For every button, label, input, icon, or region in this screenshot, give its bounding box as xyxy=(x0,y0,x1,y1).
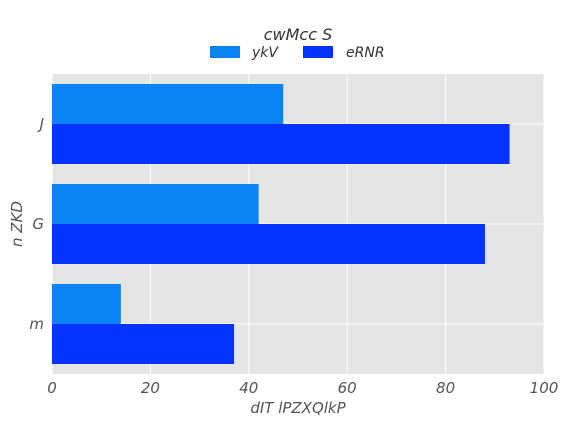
x-tick-label: 40 xyxy=(239,379,258,397)
legend-label-ykV: ykV xyxy=(251,45,279,61)
y-tick-label: G xyxy=(32,215,44,233)
bar-eRNR-J xyxy=(52,124,510,164)
y-tick-label: m xyxy=(29,315,44,333)
x-tick-label: 80 xyxy=(436,379,455,397)
bars xyxy=(52,84,510,364)
legend-swatch-eRNR xyxy=(303,46,333,58)
y-axis-label: n ZKD xyxy=(8,201,26,247)
y-axis-ticks: J Gm xyxy=(29,115,44,333)
x-tick-label: 20 xyxy=(141,379,160,397)
x-tick-label: 60 xyxy=(338,379,357,397)
x-tick-label: 0 xyxy=(47,379,57,397)
legend-label-eRNR: eRNR xyxy=(346,45,385,61)
bar-ykV-J xyxy=(52,84,284,124)
chart-title: cwMcc S xyxy=(264,25,333,44)
legend-swatch-ykV xyxy=(210,46,240,58)
bar-eRNR-G xyxy=(52,224,485,264)
y-tick-label: J xyxy=(37,115,44,133)
bar-ykV-m xyxy=(52,284,121,324)
bar-ykV-G xyxy=(52,184,259,224)
x-axis-ticks: 0 20 40 60 80 100 xyxy=(47,379,558,397)
x-tick-label: 100 xyxy=(530,379,559,397)
x-axis-label: dIT lPZXQlkP xyxy=(250,399,346,417)
bar-eRNR-m xyxy=(52,324,235,364)
legend: ykV eRNR xyxy=(210,45,385,61)
